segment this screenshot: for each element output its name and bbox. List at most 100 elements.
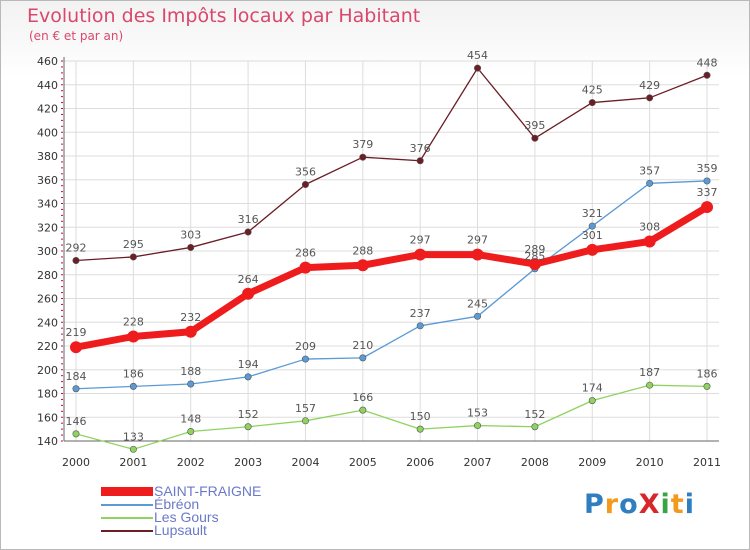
data-point-saint-fraigne xyxy=(242,287,255,300)
x-tick-label: 2006 xyxy=(406,456,434,469)
data-point--br-on xyxy=(588,222,596,230)
data-point-saint-fraigne xyxy=(356,259,369,272)
data-label-saint-fraigne: 308 xyxy=(639,221,660,234)
data-label-les-gours: 186 xyxy=(697,367,718,380)
data-label-les-gours: 153 xyxy=(467,407,488,420)
data-point--br-on xyxy=(244,373,252,381)
data-label-les-gours: 133 xyxy=(123,430,144,443)
data-point-les-gours xyxy=(416,425,424,433)
data-label-les-gours: 166 xyxy=(352,391,373,404)
data-label-lupsault: 316 xyxy=(238,213,259,226)
data-label-les-gours: 150 xyxy=(410,410,431,423)
data-label-lupsault: 395 xyxy=(524,119,545,132)
data-point--br-on xyxy=(416,322,424,330)
y-tick-label: 440 xyxy=(37,79,58,92)
series-line--br-on xyxy=(75,180,708,390)
x-tick-label: 2004 xyxy=(291,456,319,469)
y-tick-label: 200 xyxy=(37,364,58,377)
legend-label: SAINT-FRAIGNE xyxy=(154,483,262,499)
x-tick-label: 2003 xyxy=(234,456,262,469)
x-tick-label: 2011 xyxy=(693,456,721,469)
legend-label: Les Gours xyxy=(154,509,219,525)
legend-label: Lupsault xyxy=(154,522,207,538)
y-tick-label: 360 xyxy=(37,174,58,187)
data-point-les-gours xyxy=(531,423,539,431)
data-point-lupsault xyxy=(531,134,539,142)
data-point--br-on xyxy=(359,354,367,362)
data-point-les-gours xyxy=(187,427,195,435)
data-label-saint-fraigne: 297 xyxy=(467,234,488,247)
data-label-les-gours: 152 xyxy=(524,408,545,421)
data-point--br-on xyxy=(129,382,137,390)
data-point-saint-fraigne xyxy=(184,325,197,338)
series-line-lupsault xyxy=(75,67,708,262)
proxiti-logo: ProXiti xyxy=(584,489,695,520)
data-label-saint-fraigne: 232 xyxy=(180,311,201,324)
data-point--br-on xyxy=(703,177,711,185)
data-point-les-gours xyxy=(588,397,596,405)
x-tick-label: 2001 xyxy=(119,456,147,469)
data-label-lupsault: 292 xyxy=(66,242,87,255)
data-point--br-on xyxy=(646,179,654,187)
x-tick-label: 2002 xyxy=(177,456,205,469)
series-lines xyxy=(70,64,713,453)
data-point-lupsault xyxy=(474,64,482,72)
data-label--br-on: 321 xyxy=(582,207,603,220)
data-point-les-gours xyxy=(646,381,654,389)
gridlines xyxy=(64,60,719,442)
y-tick-label: 180 xyxy=(37,388,58,401)
data-point-saint-fraigne xyxy=(586,243,599,256)
data-label-saint-fraigne: 301 xyxy=(582,229,603,242)
data-point-saint-fraigne xyxy=(528,258,541,271)
data-label-saint-fraigne: 286 xyxy=(295,247,316,260)
data-label-les-gours: 148 xyxy=(180,413,201,426)
data-point--br-on xyxy=(187,380,195,388)
y-tick-label: 320 xyxy=(37,221,58,234)
data-label-lupsault: 376 xyxy=(410,142,431,155)
data-label-saint-fraigne: 297 xyxy=(410,234,431,247)
y-tick-label: 280 xyxy=(37,269,58,282)
legend-swatch xyxy=(101,487,153,496)
chart-subtitle: (en € et par an) xyxy=(29,29,124,43)
x-tick-label: 2005 xyxy=(349,456,377,469)
y-tick-label: 240 xyxy=(37,316,58,329)
data-label-lupsault: 425 xyxy=(582,84,603,97)
data-point-lupsault xyxy=(301,181,309,189)
x-tick-label: 2008 xyxy=(521,456,549,469)
data-point-lupsault xyxy=(588,99,596,107)
data-label-saint-fraigne: 337 xyxy=(697,186,718,199)
data-point-saint-fraigne xyxy=(299,261,312,274)
y-tick-label: 400 xyxy=(37,126,58,139)
data-label-lupsault: 356 xyxy=(295,166,316,179)
data-label-les-gours: 152 xyxy=(238,408,259,421)
data-point-lupsault xyxy=(703,71,711,79)
data-point-lupsault xyxy=(359,153,367,161)
data-point--br-on xyxy=(72,385,80,393)
y-tick-label: 160 xyxy=(37,411,58,424)
chart-title: Evolution des Impôts locaux par Habitant xyxy=(27,5,421,27)
axes: 140 160 180 200 220 240 260 280 300 320 340 360 380 4… xyxy=(37,55,721,469)
data-label-les-gours: 187 xyxy=(639,366,660,379)
data-point-saint-fraigne xyxy=(70,341,82,354)
data-label--br-on: 357 xyxy=(639,164,660,177)
data-label-lupsault: 303 xyxy=(180,228,201,241)
data-label--br-on: 184 xyxy=(66,370,87,383)
data-label--br-on: 285 xyxy=(524,250,545,263)
data-label--br-on: 186 xyxy=(123,367,144,380)
data-point-saint-fraigne xyxy=(414,248,427,261)
data-point-saint-fraigne xyxy=(701,201,713,214)
data-point-les-gours xyxy=(72,430,80,438)
legend-swatch xyxy=(101,504,153,506)
data-point-saint-fraigne xyxy=(127,330,140,343)
data-point-les-gours xyxy=(244,423,252,431)
y-tick-label: 260 xyxy=(37,293,58,306)
x-tick-label: 2000 xyxy=(62,456,90,469)
data-point-lupsault xyxy=(129,253,137,261)
data-label--br-on: 237 xyxy=(410,307,431,320)
data-point-lupsault xyxy=(646,94,654,102)
y-tick-label: 380 xyxy=(37,150,58,163)
data-label--br-on: 188 xyxy=(180,365,201,378)
x-tick-label: 2010 xyxy=(636,456,664,469)
data-point-les-gours xyxy=(359,406,367,414)
